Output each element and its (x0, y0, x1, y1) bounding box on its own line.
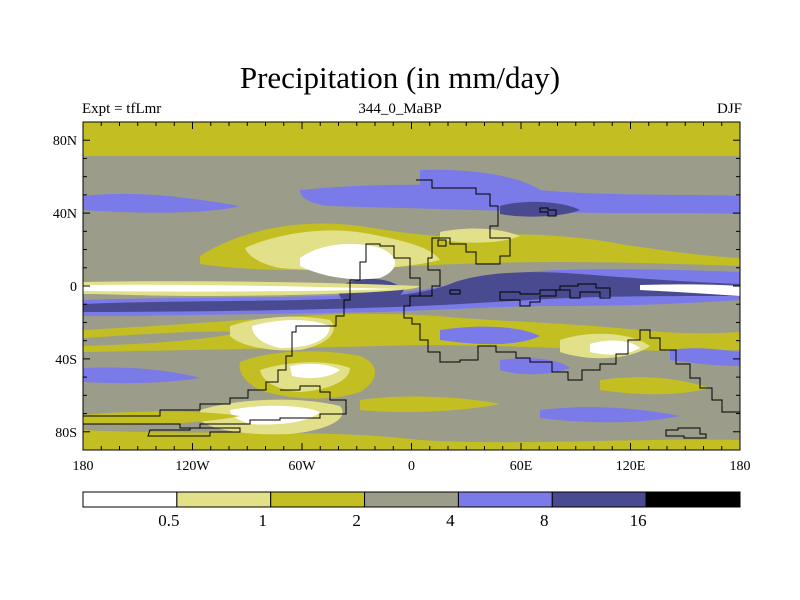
latitude-axis: 80N 40N 0 40S 80S (53, 134, 740, 441)
colorbar-swatch (364, 491, 459, 508)
colorbar (82, 491, 741, 508)
colorbar-swatch (551, 491, 647, 508)
continent-outlines (83, 179, 740, 439)
precipitation-field (83, 122, 740, 450)
time-label: 344_0_MaBP (358, 101, 442, 117)
lon-tick-label: 180 (730, 459, 751, 474)
lon-tick-label: 120W (175, 459, 210, 474)
lat-tick-label: 80S (55, 426, 77, 441)
lat-tick-label: 0 (70, 280, 77, 295)
lon-tick-label: 60E (510, 459, 533, 474)
season-label: DJF (716, 101, 742, 117)
colorbar-swatch (270, 491, 366, 508)
experiment-label: Expt = tfLmr (82, 101, 162, 117)
lon-tick-label: 60W (288, 459, 316, 474)
colorbar-labels: 0.5 1 2 4 8 16 (158, 511, 646, 530)
minor-ticks (83, 122, 740, 450)
colorbar-swatch (645, 491, 741, 508)
colorbar-level-label: 8 (540, 511, 549, 530)
colorbar-level-label: 16 (630, 511, 647, 530)
colorbar-level-label: 0.5 (158, 511, 179, 530)
longitude-axis: 180 120W 60W 0 60E 120E 180 (73, 122, 751, 474)
colorbar-swatch (176, 491, 272, 508)
lat-tick-label: 40N (53, 207, 77, 222)
colorbar-level-label: 2 (352, 511, 361, 530)
colorbar-swatch (82, 491, 178, 508)
map-title: Precipitation (in mm/day) (239, 60, 561, 95)
lon-tick-label: 180 (73, 459, 94, 474)
lat-tick-label: 40S (55, 353, 77, 368)
colorbar-swatch (457, 491, 553, 508)
colorbar-level-label: 4 (446, 511, 455, 530)
lat-tick-label: 80N (53, 134, 77, 149)
lon-tick-label: 0 (408, 459, 415, 474)
lon-tick-label: 120E (616, 459, 646, 474)
colorbar-level-label: 1 (258, 511, 267, 530)
